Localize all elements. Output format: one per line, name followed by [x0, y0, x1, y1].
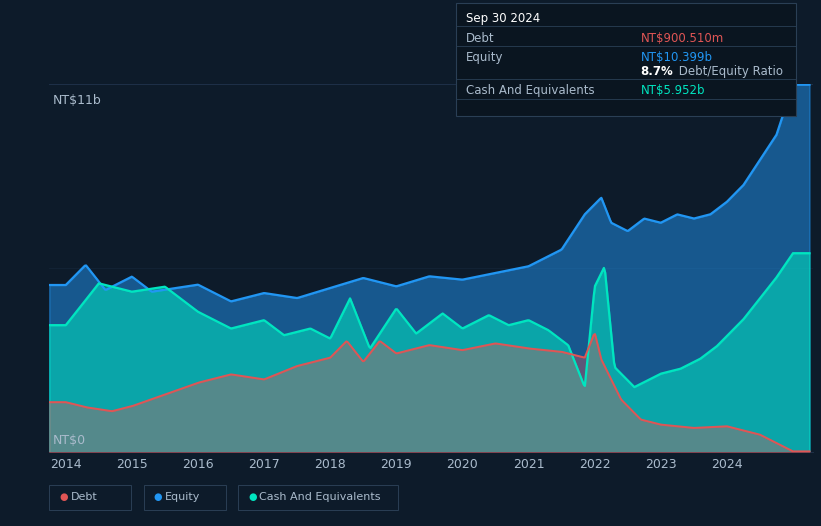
- Text: Sep 30 2024: Sep 30 2024: [466, 12, 539, 25]
- Text: Cash And Equivalents: Cash And Equivalents: [466, 85, 594, 97]
- Text: NT$11b: NT$11b: [53, 94, 101, 107]
- Text: ●: ●: [154, 492, 162, 502]
- Text: Debt: Debt: [466, 32, 494, 45]
- Text: 8.7%: 8.7%: [640, 65, 673, 77]
- Text: Cash And Equivalents: Cash And Equivalents: [259, 492, 381, 502]
- Text: Equity: Equity: [466, 52, 503, 64]
- Text: NT$900.510m: NT$900.510m: [640, 32, 723, 45]
- Text: NT$0: NT$0: [53, 434, 85, 447]
- Text: Debt: Debt: [71, 492, 98, 502]
- Text: Debt/Equity Ratio: Debt/Equity Ratio: [675, 65, 783, 77]
- Text: ●: ●: [248, 492, 256, 502]
- Text: NT$5.952b: NT$5.952b: [640, 85, 705, 97]
- Text: NT$10.399b: NT$10.399b: [640, 52, 713, 64]
- Text: Equity: Equity: [165, 492, 200, 502]
- Text: ●: ●: [59, 492, 67, 502]
